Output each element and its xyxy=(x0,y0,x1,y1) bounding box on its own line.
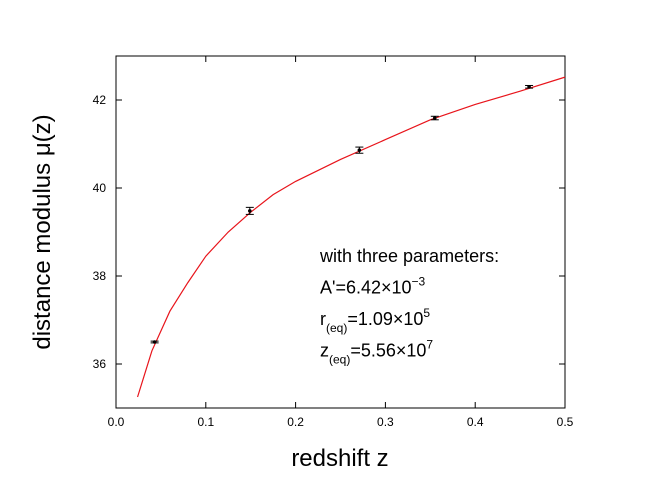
annotation-part: A'=6.42×10 xyxy=(320,278,412,298)
plot-frame xyxy=(115,55,566,409)
annotation-part: 7 xyxy=(426,338,433,352)
x-tick-label: 0.2 xyxy=(287,415,304,429)
annotation: r(eq)=1.09×105 xyxy=(320,306,430,335)
x-tick-label: 0.5 xyxy=(557,415,574,429)
data-point xyxy=(527,85,531,89)
y-tick-label: 36 xyxy=(93,357,107,371)
data-point xyxy=(248,209,252,213)
data-point xyxy=(152,340,157,344)
annotation: A'=6.42×10−3 xyxy=(320,275,426,298)
annotation-part: z xyxy=(320,341,329,361)
x-axis-title: redshift z xyxy=(291,445,388,472)
annotation: with three parameters: xyxy=(319,246,499,266)
annotation-part: =5.56×10 xyxy=(350,341,426,361)
x-tick-label: 0.1 xyxy=(197,415,214,429)
y-tick-label: 42 xyxy=(93,93,107,107)
x-tick-label: 0.3 xyxy=(377,415,394,429)
data-point xyxy=(357,148,362,152)
annotation-part: (eq) xyxy=(329,353,350,367)
x-tick-label: 0.4 xyxy=(467,415,484,429)
annotation-part: =1.09×10 xyxy=(347,309,423,329)
y-axis-title: distance modulus μ(z) xyxy=(29,114,56,349)
data-point xyxy=(432,116,437,120)
y-tick-label: 38 xyxy=(93,269,107,283)
annotation-part: −3 xyxy=(412,275,426,289)
annotation-part: r xyxy=(320,309,326,329)
fit-line xyxy=(136,76,566,398)
annotation: z(eq)=5.56×107 xyxy=(320,338,433,367)
y-tick-label: 40 xyxy=(93,181,107,195)
x-tick-label: 0.0 xyxy=(108,415,125,429)
annotation-part: with three parameters: xyxy=(319,246,499,266)
annotation-part: 5 xyxy=(423,306,430,320)
annotation-part: (eq) xyxy=(326,321,347,335)
